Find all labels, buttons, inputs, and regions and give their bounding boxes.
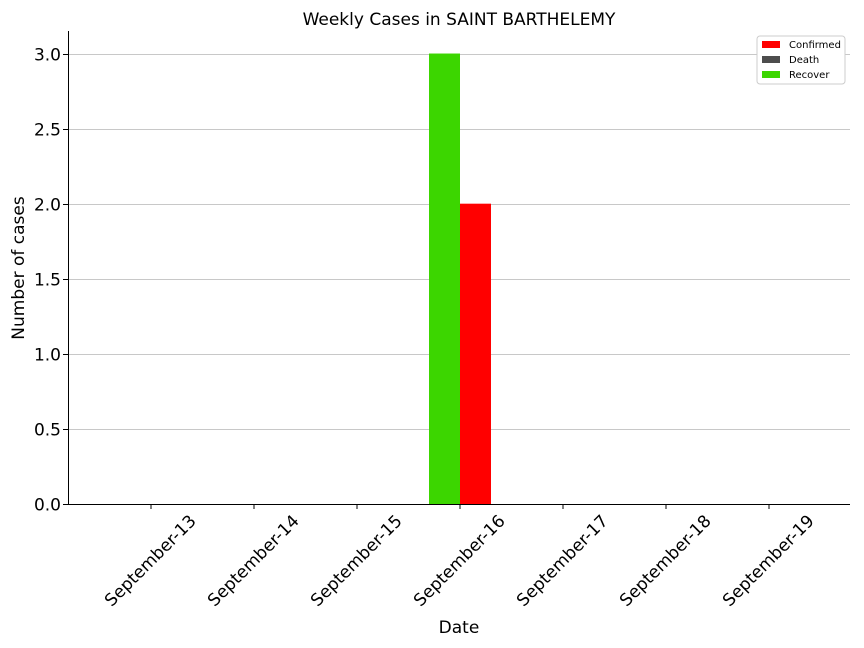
- chart-title: Weekly Cases in SAINT BARTHELEMY: [303, 10, 616, 30]
- bar-confirmed-september-16: [460, 203, 491, 504]
- legend-swatch-confirmed: [762, 41, 780, 48]
- x-tick-label: September-19: [719, 511, 818, 610]
- x-tick-label: September-16: [410, 511, 509, 610]
- bars: [429, 53, 491, 505]
- legend-label-recover: Recover: [789, 70, 830, 81]
- y-tick-label: 1.0: [34, 346, 61, 366]
- axes: [68, 31, 850, 505]
- y-tick-label: 0.0: [34, 496, 61, 516]
- y-tick-label: 2.0: [34, 196, 61, 216]
- y-tick-label: 3.0: [34, 46, 61, 66]
- y-tick-label: 2.5: [34, 121, 61, 141]
- x-axis-label: Date: [439, 618, 480, 638]
- legend-swatch-death: [762, 56, 780, 63]
- bar-recover-september-16: [429, 53, 460, 505]
- legend-label-confirmed: Confirmed: [789, 40, 841, 51]
- x-tick-label: September-13: [101, 511, 200, 610]
- y-tick-label: 0.5: [34, 421, 61, 441]
- y-axis-label: Number of cases: [9, 196, 29, 340]
- legend-label-death: Death: [789, 55, 819, 66]
- x-tick-label: September-14: [204, 511, 303, 610]
- y-tick-label: 1.5: [34, 271, 61, 291]
- legend: Confirmed Death Recover: [756, 35, 846, 85]
- x-ticks: September-13 September-14 September-15 Sept…: [101, 504, 819, 611]
- y-ticks: 0.0 0.5 1.0 1.5 2.0 2.5 3.0: [34, 46, 68, 516]
- x-tick-label: September-17: [513, 511, 612, 610]
- legend-swatch-recover: [762, 71, 780, 78]
- x-tick-label: September-18: [616, 511, 715, 610]
- x-tick-label: September-15: [307, 511, 406, 610]
